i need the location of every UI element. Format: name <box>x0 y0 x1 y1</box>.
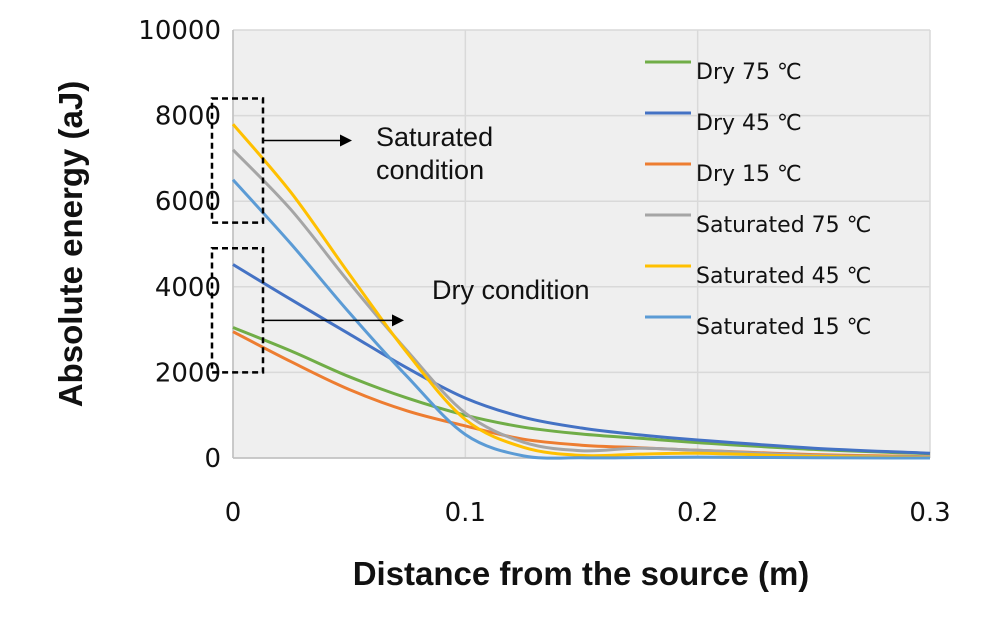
y-axis-title: Absolute energy (aJ) <box>52 81 89 407</box>
y-tick-labels: 0 2000 4000 6000 8000 10000 <box>138 16 221 474</box>
x-axis-title: Distance from the source (m) <box>353 555 810 592</box>
annotation-label: condition <box>376 155 484 185</box>
plot-area <box>233 30 930 458</box>
annotation-arrowhead <box>392 314 404 327</box>
gridlines <box>232 29 931 459</box>
x-tick-labels: 0 0.1 0.2 0.3 <box>225 498 951 528</box>
series-line-dry-45 <box>232 263 931 455</box>
x-tick-label: 0 <box>225 498 242 528</box>
legend: Dry 75 ℃ Dry 45 ℃ Dry 15 ℃ Saturated 75 ℃ Sa… <box>645 60 871 340</box>
y-tick-label: 2000 <box>155 358 221 388</box>
y-tick-label: 0 <box>204 444 221 474</box>
annotation-label: Dry condition <box>432 275 590 305</box>
x-tick-label: 0.2 <box>677 498 718 528</box>
y-tick-label: 10000 <box>138 16 221 46</box>
series-line-saturated-75 <box>231 148 931 459</box>
legend-label-saturated-15: Saturated 15 ℃ <box>696 315 871 340</box>
legend-label-saturated-75: Saturated 75 ℃ <box>696 213 871 238</box>
y-tick-label: 6000 <box>155 187 221 217</box>
legend-label-dry-45: Dry 45 ℃ <box>696 111 802 136</box>
x-tick-label: 0.1 <box>445 498 486 528</box>
series-lines <box>231 123 931 460</box>
annotation-box <box>210 97 265 224</box>
y-tick-label: 8000 <box>155 102 221 132</box>
series-line-saturated-15 <box>231 178 931 460</box>
series-line-dry-75 <box>232 326 931 456</box>
annotation-arrowhead <box>340 134 352 147</box>
x-tick-label: 0.3 <box>909 498 950 528</box>
series-line-saturated-45 <box>231 123 931 460</box>
annotation-box <box>210 247 265 374</box>
legend-label-saturated-45: Saturated 45 ℃ <box>696 264 871 289</box>
legend-label-dry-15: Dry 15 ℃ <box>696 162 802 187</box>
annotation-label: Saturated <box>376 122 493 152</box>
y-tick-label: 4000 <box>155 273 221 303</box>
legend-label-dry-75: Dry 75 ℃ <box>696 60 802 85</box>
